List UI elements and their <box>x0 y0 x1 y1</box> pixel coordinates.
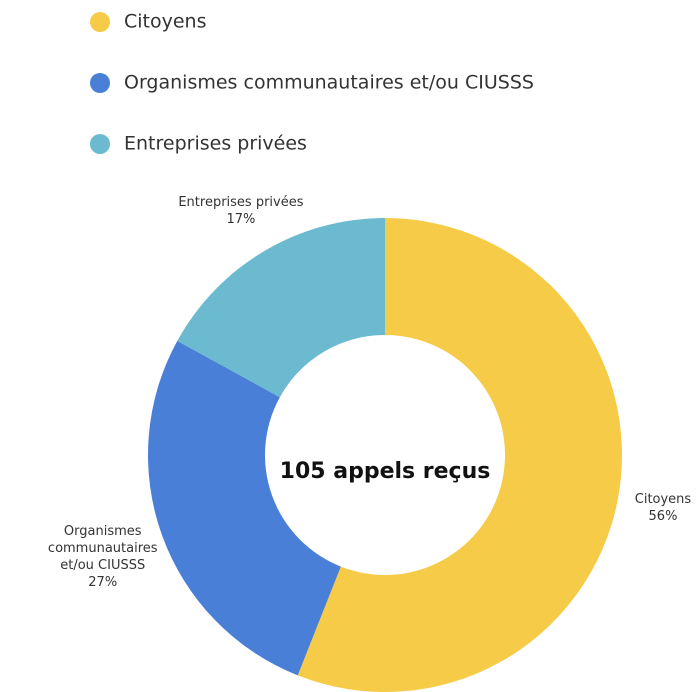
donut-slice <box>177 218 385 398</box>
slice-value: 56% <box>648 509 678 525</box>
slice-category: Entreprises privées <box>178 195 304 211</box>
slice-label: Organismes communautaires et/ou CIUSSS 27… <box>43 523 163 591</box>
legend-marker <box>90 73 110 93</box>
legend-marker <box>90 12 110 32</box>
slice-value: 17% <box>226 212 256 228</box>
slice-category: Organismes communautaires et/ou CIUSSS <box>47 523 158 573</box>
legend-text: Entreprises privées <box>124 133 307 155</box>
legend-text: Organismes communautaires et/ou CIUSSS <box>124 72 534 94</box>
slice-label: Citoyens 56% <box>583 491 696 525</box>
slice-category: Citoyens <box>634 492 692 508</box>
legend-marker <box>90 134 110 154</box>
donut-slice <box>297 218 622 692</box>
slice-value: 27% <box>88 574 118 590</box>
slice-label: Entreprises privées 17% <box>161 194 321 228</box>
donut-slice <box>147 340 341 676</box>
center-label: 105 appels reçus <box>280 459 491 484</box>
legend-text: Citoyens <box>124 11 207 33</box>
